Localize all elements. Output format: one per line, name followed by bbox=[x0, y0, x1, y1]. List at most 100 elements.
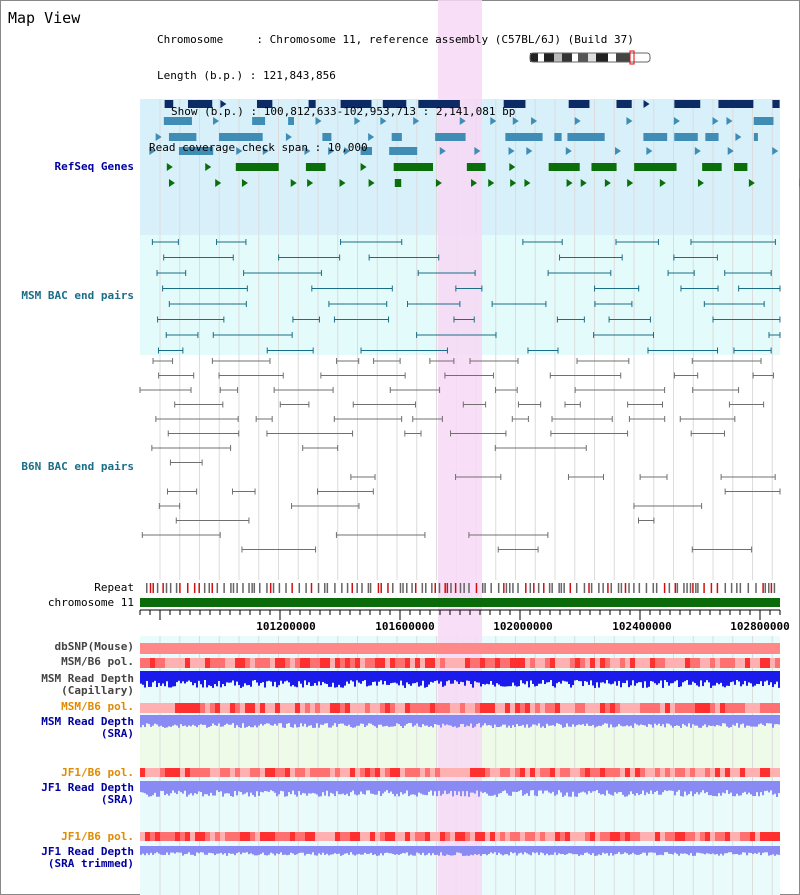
read-depth-bin bbox=[150, 715, 152, 727]
read-depth-bin bbox=[310, 781, 312, 794]
polymorphism-bin bbox=[635, 643, 640, 654]
read-depth-bin bbox=[606, 781, 608, 791]
read-depth-bin bbox=[240, 846, 242, 855]
repeat-element bbox=[211, 583, 214, 593]
read-depth-bin bbox=[402, 715, 404, 728]
read-depth-bin bbox=[660, 715, 662, 727]
read-depth-bin bbox=[548, 671, 550, 683]
read-depth-bin bbox=[722, 846, 724, 856]
read-depth-bin bbox=[684, 671, 686, 682]
read-depth-bin bbox=[510, 846, 512, 853]
repeat-element bbox=[517, 583, 519, 593]
read-depth-bin bbox=[658, 781, 660, 795]
read-depth-bin bbox=[730, 781, 732, 793]
read-depth-bin bbox=[168, 781, 170, 796]
repeat-element bbox=[402, 583, 404, 593]
read-depth-bin bbox=[262, 715, 264, 726]
read-depth-bin bbox=[256, 781, 258, 792]
read-depth-bin bbox=[416, 715, 418, 724]
polymorphism-bin bbox=[775, 832, 780, 841]
polymorphism-bin bbox=[435, 768, 440, 777]
read-depth-bin bbox=[676, 781, 678, 792]
polymorphism-bin bbox=[380, 658, 385, 668]
read-depth-bin bbox=[676, 846, 678, 854]
read-depth-bin bbox=[350, 846, 352, 853]
read-depth-bin bbox=[228, 846, 230, 854]
read-depth-bin bbox=[220, 781, 222, 792]
read-depth-bin bbox=[420, 671, 422, 686]
read-depth-bin bbox=[494, 715, 496, 725]
read-depth-bin bbox=[660, 781, 662, 795]
read-depth-bin bbox=[380, 781, 382, 797]
read-depth-bin bbox=[554, 671, 556, 688]
repeat-element bbox=[575, 583, 578, 593]
polymorphism-bin bbox=[765, 658, 770, 668]
polymorphism-bin bbox=[230, 703, 235, 713]
read-depth-bin bbox=[638, 846, 640, 855]
read-depth-bin bbox=[696, 846, 698, 853]
polymorphism-bin bbox=[375, 643, 380, 654]
polymorphism-bin bbox=[230, 768, 235, 777]
polymorphism-bin bbox=[765, 643, 770, 654]
polymorphism-bin bbox=[745, 658, 750, 668]
read-depth-bin bbox=[686, 715, 688, 727]
read-depth-bin bbox=[716, 671, 718, 683]
polymorphism-bin bbox=[470, 703, 475, 713]
read-depth-bin bbox=[588, 671, 590, 685]
polymorphism-bin bbox=[320, 643, 325, 654]
polymorphism-bin bbox=[765, 768, 770, 777]
read-depth-bin bbox=[308, 715, 310, 726]
read-depth-bin bbox=[160, 781, 162, 791]
ideogram-band bbox=[616, 53, 630, 62]
read-depth-bin bbox=[710, 846, 712, 855]
read-depth-bin bbox=[552, 781, 554, 792]
polymorphism-bin bbox=[155, 768, 160, 777]
read-depth-bin bbox=[260, 846, 262, 854]
read-depth-bin bbox=[454, 781, 456, 791]
read-depth-bin bbox=[428, 671, 430, 685]
polymorphism-bin bbox=[590, 643, 595, 654]
polymorphism-bin bbox=[495, 768, 500, 777]
read-depth-bin bbox=[282, 715, 284, 728]
read-depth-bin bbox=[452, 671, 454, 684]
repeat-element bbox=[351, 583, 353, 593]
read-depth-bin bbox=[538, 846, 540, 855]
read-depth-bin bbox=[156, 715, 158, 725]
read-depth-bin bbox=[610, 846, 612, 854]
read-depth-bin bbox=[546, 846, 548, 854]
read-depth-bin bbox=[710, 715, 712, 727]
polymorphism-bin bbox=[425, 832, 430, 841]
read-depth-bin bbox=[720, 781, 722, 796]
read-depth-bin bbox=[430, 781, 432, 791]
read-depth-bin bbox=[458, 781, 460, 792]
repeat-element bbox=[484, 583, 486, 593]
polymorphism-bin bbox=[240, 768, 245, 777]
polymorphism-bin bbox=[535, 703, 540, 713]
axis-tick-label: 101200000 bbox=[256, 620, 316, 633]
read-depth-bin bbox=[224, 715, 226, 725]
read-depth-bin bbox=[416, 846, 418, 853]
polymorphism-bin bbox=[565, 703, 570, 713]
read-depth-bin bbox=[694, 715, 696, 726]
polymorphism-bin bbox=[680, 768, 685, 777]
read-depth-bin bbox=[770, 671, 772, 683]
polymorphism-bin bbox=[395, 832, 400, 841]
polymorphism-bin bbox=[440, 832, 445, 841]
polymorphism-bin bbox=[180, 768, 185, 777]
polymorphism-bin bbox=[275, 832, 280, 841]
read-depth-bin bbox=[666, 715, 668, 724]
polymorphism-bin bbox=[485, 703, 490, 713]
read-depth-bin bbox=[404, 846, 406, 854]
polymorphism-bin bbox=[610, 658, 615, 668]
polymorphism-bin bbox=[385, 832, 390, 841]
read-depth-bin bbox=[362, 846, 364, 855]
read-depth-bin bbox=[400, 781, 402, 793]
repeat-element bbox=[421, 583, 424, 593]
polymorphism-bin bbox=[690, 703, 695, 713]
read-depth-bin bbox=[164, 715, 166, 728]
polymorphism-bin bbox=[430, 703, 435, 713]
polymorphism-bin bbox=[760, 832, 765, 841]
polymorphism-bin bbox=[605, 643, 610, 654]
read-depth-bin bbox=[514, 671, 516, 686]
